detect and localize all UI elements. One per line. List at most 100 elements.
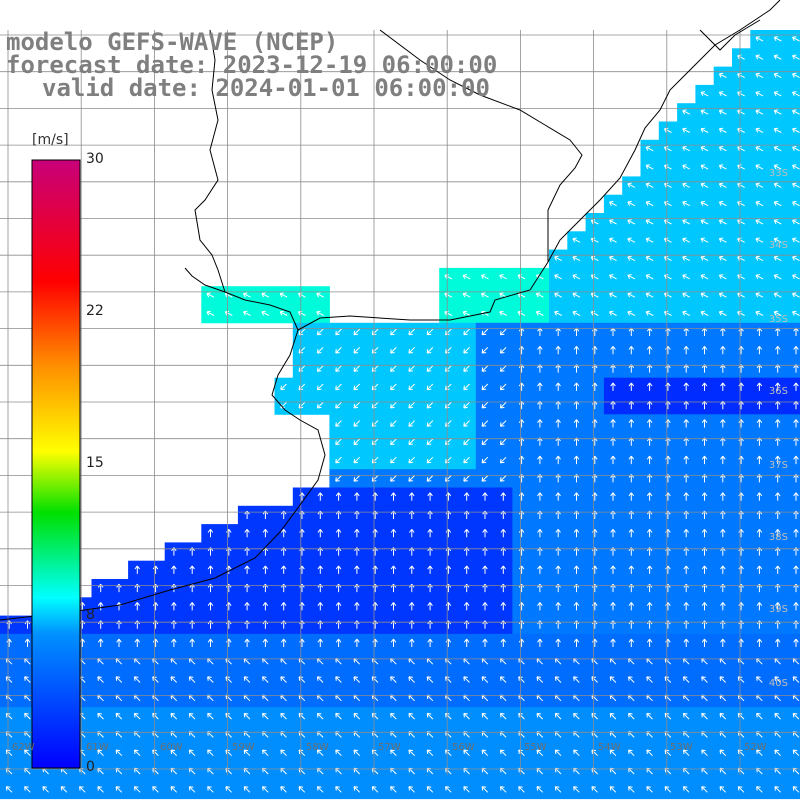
wind-arrow xyxy=(663,292,672,298)
wind-arrow xyxy=(462,274,471,280)
wind-arrow xyxy=(189,565,195,574)
wind-arrow xyxy=(481,365,489,372)
wind-arrow xyxy=(24,638,31,647)
wind-arrow xyxy=(627,182,636,188)
wind-arrow xyxy=(720,638,726,647)
wind-arrow xyxy=(792,127,800,133)
wind-arrow xyxy=(700,127,709,133)
wind-arrow xyxy=(793,602,799,611)
wind-arrow xyxy=(317,638,324,647)
wind-arrow xyxy=(280,638,287,647)
wind-arrow xyxy=(628,638,635,647)
wind-arrow xyxy=(737,274,745,280)
wind-arrow xyxy=(390,383,397,391)
wind-arrow xyxy=(500,638,507,647)
wind-arrow xyxy=(737,54,745,60)
wind-arrow xyxy=(390,565,397,574)
wind-arrow xyxy=(646,749,653,757)
wind-arrow xyxy=(756,455,763,465)
wind-arrow xyxy=(756,602,763,611)
wind-arrow xyxy=(390,638,397,647)
wind-arrow xyxy=(353,749,361,757)
lon-label-58w: 58W xyxy=(306,742,329,753)
wind-arrow xyxy=(774,419,781,428)
wind-arrow xyxy=(463,565,470,574)
wind-arrow xyxy=(24,749,31,757)
wind-arrow xyxy=(737,72,745,79)
wind-arrow xyxy=(390,712,397,720)
wind-arrow xyxy=(573,382,580,391)
wind-arrow xyxy=(792,255,800,262)
wind-arrow xyxy=(718,72,727,79)
wind-arrow xyxy=(499,347,507,354)
wind-arrow xyxy=(316,676,324,683)
wind-arrow xyxy=(718,91,727,97)
wind-arrow xyxy=(279,310,288,316)
wind-arrow xyxy=(701,529,708,538)
wind-arrow xyxy=(718,164,727,170)
wind-arrow xyxy=(499,274,508,280)
wind-arrow xyxy=(682,164,691,170)
wind-arrow xyxy=(316,786,324,793)
legend-tick-22: 22 xyxy=(86,303,104,319)
wind-arrow xyxy=(207,638,214,647)
wind-arrow xyxy=(700,292,709,298)
wind-arrow xyxy=(426,676,434,683)
wind-arrow xyxy=(335,456,342,464)
wind-arrow xyxy=(42,786,49,793)
wind-arrow xyxy=(773,54,782,60)
wind-arrow xyxy=(755,200,764,207)
wind-arrow xyxy=(171,638,177,647)
wind-arrow xyxy=(390,786,397,793)
wind-arrow xyxy=(537,455,543,465)
wind-arrow xyxy=(773,36,782,42)
wind-arrow xyxy=(426,347,434,354)
wind-arrow xyxy=(646,492,653,501)
wind-arrow xyxy=(280,712,287,720)
wind-arrow xyxy=(427,529,433,538)
wind-arrow xyxy=(244,565,250,574)
wind-arrow xyxy=(244,638,250,647)
wind-arrow xyxy=(573,346,580,355)
wind-arrow xyxy=(573,786,580,793)
wind-arrow xyxy=(663,274,672,280)
lon-label-53w: 53W xyxy=(670,742,693,753)
wind-arrow xyxy=(792,676,800,683)
wind-arrow xyxy=(535,292,544,298)
wind-arrow xyxy=(115,786,123,793)
wind-arrow xyxy=(610,419,616,428)
wind-arrow xyxy=(390,456,397,464)
wind-arrow xyxy=(499,786,507,793)
wind-arrow xyxy=(353,712,361,720)
wind-arrow xyxy=(701,602,708,611)
wind-arrow xyxy=(610,529,616,538)
wind-arrow xyxy=(774,712,781,720)
wind-arrow xyxy=(701,638,708,647)
wind-arrow xyxy=(663,127,672,133)
wind-arrow xyxy=(628,676,635,683)
wind-arrow xyxy=(773,127,782,133)
wind-arrow xyxy=(409,529,415,538)
wind-arrow xyxy=(793,492,799,501)
wind-arrow xyxy=(590,219,599,225)
wind-arrow xyxy=(663,255,672,262)
wind-arrow xyxy=(335,420,342,427)
wind-arrow xyxy=(244,602,250,611)
wind-arrow xyxy=(535,310,544,316)
wind-arrow xyxy=(409,492,415,501)
lat-label-33s: 33S xyxy=(768,168,788,179)
wind-arrow xyxy=(682,676,690,683)
wind-arrow xyxy=(481,712,489,720)
wind-arrow xyxy=(609,786,617,793)
wind-arrow xyxy=(335,602,342,611)
wind-arrow xyxy=(755,91,764,97)
wind-arrow xyxy=(682,109,691,115)
wind-arrow xyxy=(463,712,470,720)
wind-arrow xyxy=(718,255,727,262)
wind-arrow xyxy=(701,786,708,793)
wind-arrow xyxy=(663,200,672,207)
wind-arrow xyxy=(663,164,672,170)
wind-arrow xyxy=(610,455,616,465)
wind-arrow xyxy=(756,565,763,574)
wind-arrow xyxy=(792,310,800,316)
